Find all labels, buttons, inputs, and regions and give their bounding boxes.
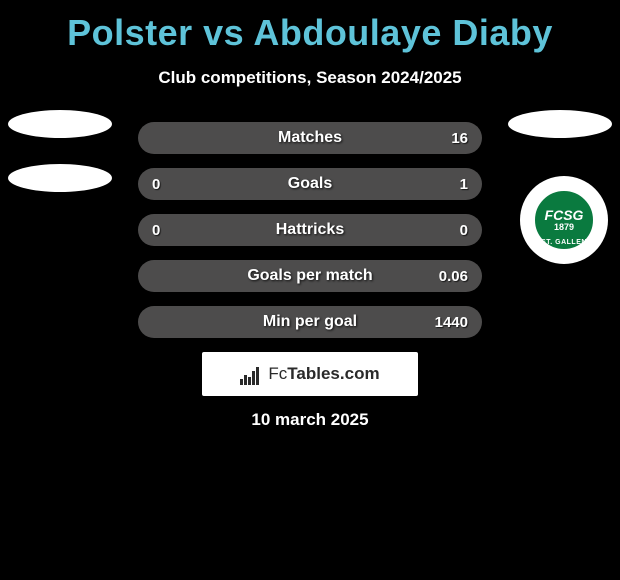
club-badge-city: ST. GALLEN [541,239,587,246]
stats-table: Matches 16 0 Goals 1 0 Hattricks 0 Goals… [138,122,482,352]
comparison-date: 10 march 2025 [0,410,620,430]
comparison-subtitle: Club competitions, Season 2024/2025 [0,68,620,88]
comparison-title: Polster vs Abdoulaye Diaby [0,0,620,54]
stat-value-right: 0.06 [428,268,468,285]
right-avatar-column [508,110,612,164]
stat-row: 0 Hattricks 0 [138,214,482,246]
bar-chart-icon [240,363,262,385]
stat-row: 0 Goals 1 [138,168,482,200]
stat-row: Goals per match 0.06 [138,260,482,292]
footer-brand-text: FcTables.com [268,364,379,384]
club-badge-inner: FCSG 1879 ST. GALLEN [532,188,596,252]
stat-value-right: 1 [428,176,468,193]
left-avatar-column [8,110,112,218]
stat-value-right: 0 [428,222,468,239]
stat-row: Matches 16 [138,122,482,154]
stat-row: Min per goal 1440 [138,306,482,338]
player-avatar-right [508,110,612,138]
player-avatar-left [8,110,112,138]
stat-value-right: 16 [428,130,468,147]
club-badge-year: 1879 [554,223,574,232]
club-badge-abbr: FCSG [545,208,584,222]
club-badge-right: FCSG 1879 ST. GALLEN [520,176,608,264]
club-avatar-left [8,164,112,192]
footer-brand[interactable]: FcTables.com [202,352,418,396]
stat-value-right: 1440 [428,314,468,331]
